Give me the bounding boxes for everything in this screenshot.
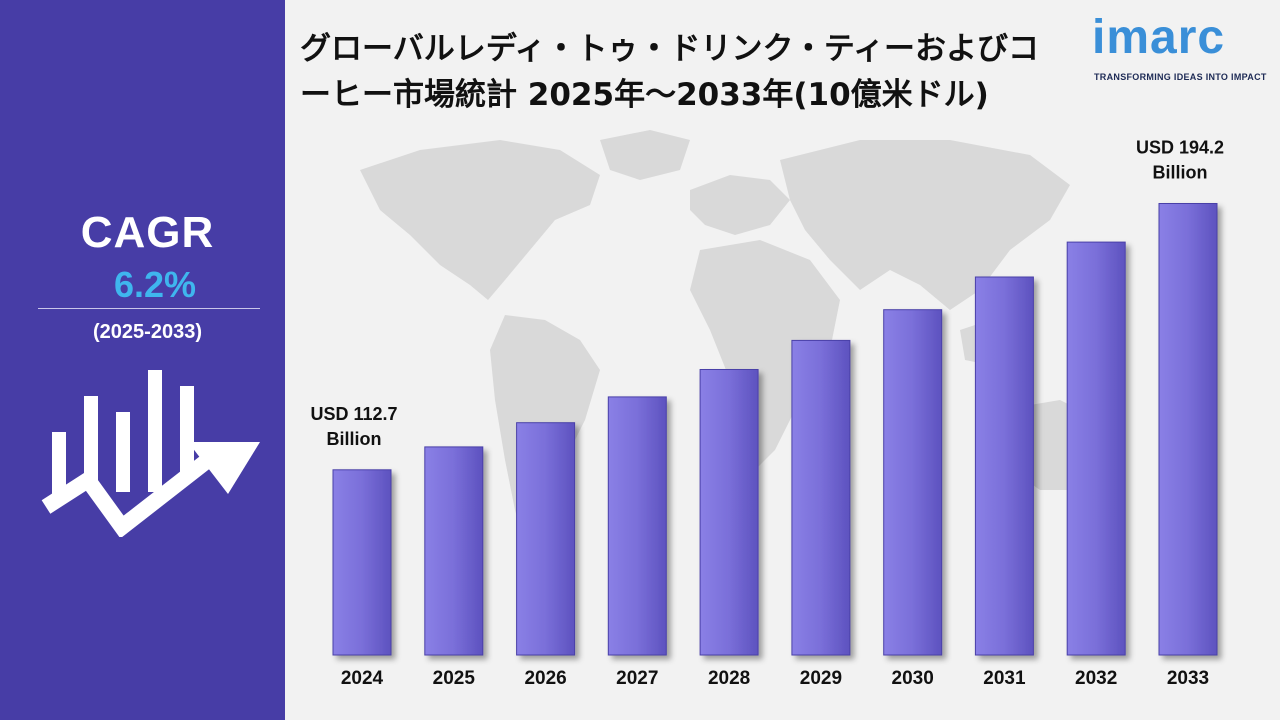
data-label-2033: USD 194.2: [1136, 138, 1224, 158]
bar-2029: [791, 339, 851, 656]
cagr-divider: [38, 308, 260, 309]
x-tick-label: 2032: [1075, 668, 1117, 689]
imarc-logo: imarc TRANSFORMING IDEAS INTO IMPACT: [1092, 10, 1272, 90]
x-tick-label: 2033: [1167, 668, 1209, 689]
cagr-label: CAGR: [80, 208, 215, 257]
data-label-2024: Billion: [327, 429, 382, 449]
x-tick-label: 2031: [983, 668, 1026, 689]
x-tick-label: 2025: [433, 668, 476, 689]
bar-2024: [332, 469, 392, 656]
cagr-period: (2025-2033): [93, 321, 202, 343]
data-label-2024: USD 112.7: [310, 404, 397, 424]
x-tick-label: 2028: [708, 668, 750, 689]
x-tick-label: 2029: [800, 668, 842, 689]
growth-chart-icon: [41, 370, 260, 537]
bar-2032: [1066, 241, 1126, 656]
cagr-panel: CAGR 6.2% (2025-2033): [0, 0, 285, 720]
bar-2031: [974, 276, 1034, 656]
logo-wordmark: imarc: [1092, 11, 1226, 64]
bar-2028: [699, 369, 759, 656]
bar-2027: [607, 396, 667, 656]
x-tick-label: 2030: [892, 668, 934, 689]
bar-2026: [516, 422, 576, 656]
x-tick-label: 2024: [341, 668, 384, 689]
data-label-2033: Billion: [1153, 163, 1208, 183]
bar-2025: [424, 446, 484, 656]
bar-2030: [883, 309, 943, 656]
chart-title: グローバルレディ・トゥ・ドリンク・ティーおよびコーヒー市場統計 2025年～20…: [300, 31, 1040, 113]
x-tick-label: 2026: [524, 668, 566, 689]
cagr-value: 6.2%: [113, 264, 197, 305]
x-tick-label: 2027: [616, 668, 658, 689]
logo-tagline: TRANSFORMING IDEAS INTO IMPACT: [1094, 72, 1267, 82]
bar-2033: [1158, 203, 1218, 656]
